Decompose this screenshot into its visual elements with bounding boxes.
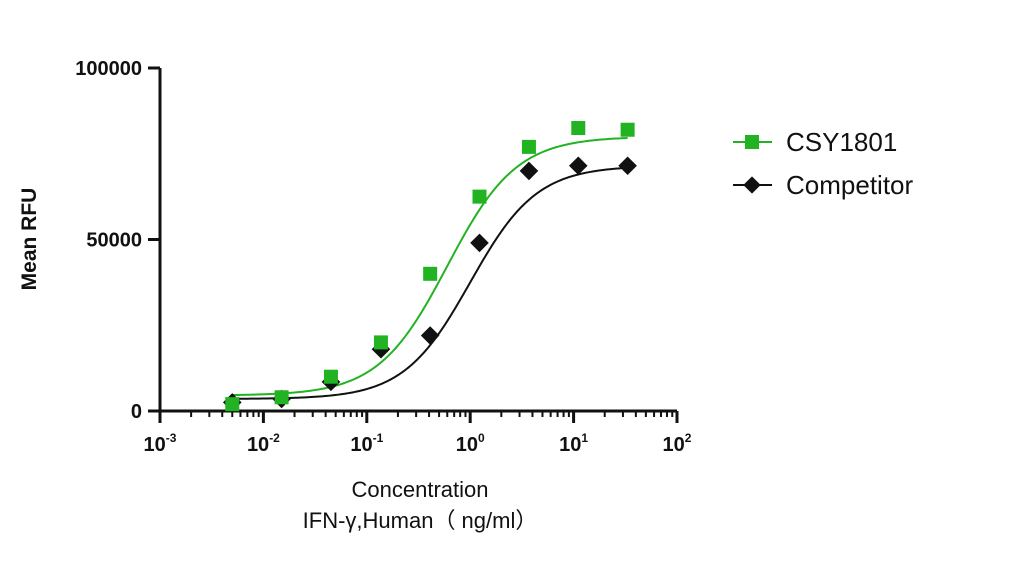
x-tick-exponent: -3 <box>166 431 177 445</box>
legend-marker <box>745 135 759 149</box>
data-point-competitor <box>568 156 588 176</box>
legend-label: Competitor <box>786 170 913 200</box>
data-point-csy1801 <box>274 390 289 405</box>
x-tick-label: 10-1 <box>350 431 383 456</box>
data-point-csy1801 <box>620 122 635 137</box>
x-tick-base: 10 <box>559 434 581 456</box>
x-tick-exponent: 0 <box>478 431 485 445</box>
legend-marker <box>743 176 761 194</box>
x-tick-exponent: 1 <box>581 431 588 445</box>
fit-curves <box>232 136 628 400</box>
fit-curve-competitor <box>232 166 628 400</box>
x-tick-base: 10 <box>663 434 685 456</box>
y-axis-title: Mean RFU <box>18 188 41 291</box>
x-tick-exponent: -1 <box>373 431 384 445</box>
x-tick-base: 10 <box>247 434 269 456</box>
x-tick-label: 10-2 <box>247 431 280 456</box>
data-point-csy1801 <box>521 139 536 154</box>
data-point-competitor <box>519 161 539 181</box>
x-tick-label: 100 <box>456 431 485 456</box>
x-tick-base: 10 <box>144 434 166 456</box>
x-axis-subtitle: IFN-γ,Human（ ng/ml） <box>303 508 538 533</box>
data-point-competitor <box>618 156 637 176</box>
y-tick-label: 50000 <box>86 230 142 252</box>
data-point-csy1801 <box>571 121 586 136</box>
x-tick-exponent: 2 <box>685 431 692 445</box>
data-point-csy1801 <box>225 397 240 412</box>
x-tick-base: 10 <box>350 434 372 456</box>
data-point-csy1801 <box>373 335 388 350</box>
y-ticks: 0 50000 100000 <box>75 58 160 423</box>
legend: CSY1801 Competitor <box>733 127 913 200</box>
data-point-csy1801 <box>423 266 438 281</box>
x-tick-base: 10 <box>456 434 478 456</box>
x-tick-exponent: -2 <box>269 431 280 445</box>
data-point-csy1801 <box>323 369 338 384</box>
legend-label: CSY1801 <box>786 127 897 157</box>
data-point-csy1801 <box>472 189 487 204</box>
data-point-competitor <box>420 326 440 345</box>
x-ticks: 10-3 10-2 10-1 100 101 102 <box>144 411 692 456</box>
x-tick-label: 102 <box>663 431 692 456</box>
fit-curve-csy1801 <box>232 136 628 397</box>
data-points <box>222 121 637 412</box>
x-tick-label: 10-3 <box>144 431 177 456</box>
y-tick-label: 100000 <box>75 58 142 80</box>
y-tick-label: 0 <box>131 401 142 423</box>
x-tick-label: 101 <box>559 431 588 456</box>
data-point-competitor <box>470 233 489 253</box>
x-axis-title: Concentration <box>352 477 489 502</box>
